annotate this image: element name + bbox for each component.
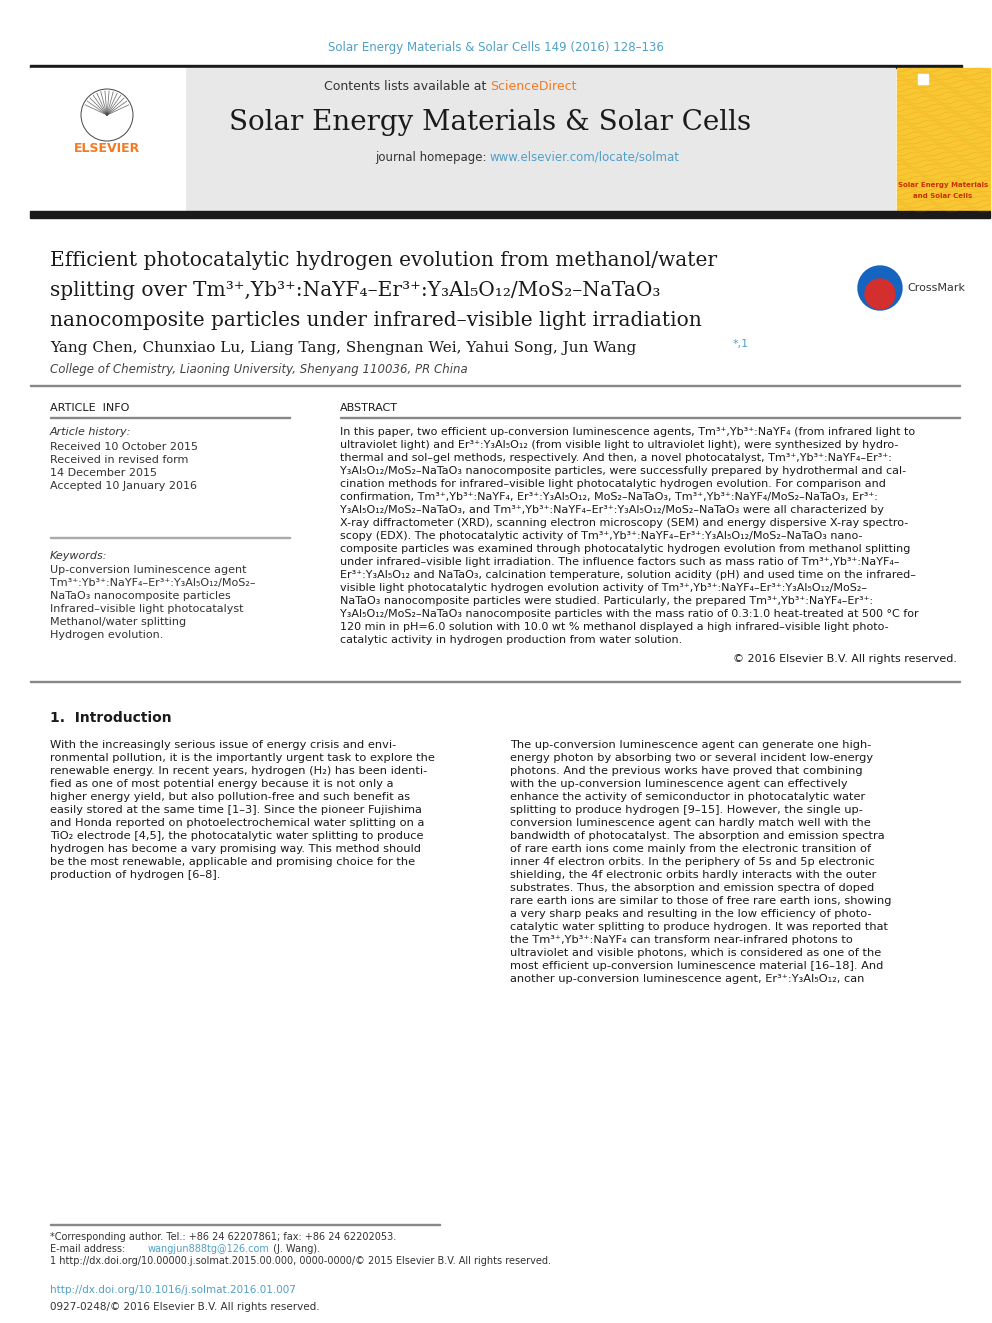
- Text: 14 December 2015: 14 December 2015: [50, 468, 157, 478]
- Text: with the up-conversion luminescence agent can effectively: with the up-conversion luminescence agen…: [510, 779, 847, 789]
- Text: another up-conversion luminescence agent, Er³⁺:Y₃Al₅O₁₂, can: another up-conversion luminescence agent…: [510, 974, 864, 984]
- Text: rare earth ions are similar to those of free rare earth ions, showing: rare earth ions are similar to those of …: [510, 896, 892, 906]
- Text: Yang Chen, Chunxiao Lu, Liang Tang, Shengnan Wei, Yahui Song, Jun Wang: Yang Chen, Chunxiao Lu, Liang Tang, Shen…: [50, 341, 641, 355]
- Text: (J. Wang).: (J. Wang).: [270, 1244, 320, 1254]
- Text: Received 10 October 2015: Received 10 October 2015: [50, 442, 198, 452]
- Text: Received in revised form: Received in revised form: [50, 455, 188, 464]
- Text: Tm³⁺:Yb³⁺:NaYF₄–Er³⁺:Y₃Al₅O₁₂/MoS₂–: Tm³⁺:Yb³⁺:NaYF₄–Er³⁺:Y₃Al₅O₁₂/MoS₂–: [50, 578, 256, 587]
- Text: ARTICLE  INFO: ARTICLE INFO: [50, 404, 129, 413]
- Text: renewable energy. In recent years, hydrogen (H₂) has been identi-: renewable energy. In recent years, hydro…: [50, 766, 428, 777]
- Text: The up-conversion luminescence agent can generate one high-: The up-conversion luminescence agent can…: [510, 740, 871, 750]
- Bar: [30, 210, 990, 218]
- Text: and Honda reported on photoelectrochemical water splitting on a: and Honda reported on photoelectrochemic…: [50, 818, 425, 828]
- Text: confirmation, Tm³⁺,Yb³⁺:NaYF₄, Er³⁺:Y₃Al₅O₁₂, MoS₂–NaTaO₃, Tm³⁺,Yb³⁺:NaYF₄/MoS₂–: confirmation, Tm³⁺,Yb³⁺:NaYF₄, Er³⁺:Y₃Al…: [340, 492, 878, 501]
- Text: Solar Energy Materials & Solar Cells 149 (2016) 128–136: Solar Energy Materials & Solar Cells 149…: [328, 41, 664, 54]
- Text: NaTaO₃ nanocomposite particles were studied. Particularly, the prepared Tm³⁺,Yb³: NaTaO₃ nanocomposite particles were stud…: [340, 595, 873, 606]
- Text: ScienceDirect: ScienceDirect: [490, 79, 576, 93]
- Text: inner 4f electron orbits. In the periphery of 5s and 5p electronic: inner 4f electron orbits. In the periphe…: [510, 857, 875, 867]
- Text: wangjun888tg@126.com: wangjun888tg@126.com: [148, 1244, 270, 1254]
- Text: Keywords:: Keywords:: [50, 550, 107, 561]
- Text: ABSTRACT: ABSTRACT: [340, 404, 398, 413]
- Text: 1 http://dx.doi.org/10.00000.j.solmat.2015.00.000, 0000-0000/© 2015 Elsevier B.V: 1 http://dx.doi.org/10.00000.j.solmat.20…: [50, 1256, 551, 1266]
- Text: Infrared–visible light photocatalyst: Infrared–visible light photocatalyst: [50, 605, 243, 614]
- Text: NaTaO₃ nanocomposite particles: NaTaO₃ nanocomposite particles: [50, 591, 231, 601]
- Bar: [30, 67, 185, 210]
- Text: hydrogen has become a vary promising way. This method should: hydrogen has become a vary promising way…: [50, 844, 421, 855]
- Text: ultraviolet light) and Er³⁺:Y₃Al₅O₁₂ (from visible light to ultraviolet light), : ultraviolet light) and Er³⁺:Y₃Al₅O₁₂ (fr…: [340, 441, 899, 450]
- Text: nanocomposite particles under infrared–visible light irradiation: nanocomposite particles under infrared–v…: [50, 311, 701, 329]
- Text: catalytic water splitting to produce hydrogen. It was reported that: catalytic water splitting to produce hyd…: [510, 922, 888, 931]
- Text: http://dx.doi.org/10.1016/j.solmat.2016.01.007: http://dx.doi.org/10.1016/j.solmat.2016.…: [50, 1285, 296, 1295]
- Text: College of Chemistry, Liaoning University, Shenyang 110036, PR China: College of Chemistry, Liaoning Universit…: [50, 364, 468, 377]
- Text: E-mail address:: E-mail address:: [50, 1244, 128, 1254]
- Text: With the increasingly serious issue of energy crisis and envi-: With the increasingly serious issue of e…: [50, 740, 396, 750]
- Text: Methanol/water splitting: Methanol/water splitting: [50, 617, 186, 627]
- Text: under infrared–visible light irradiation. The influence factors such as mass rat: under infrared–visible light irradiation…: [340, 557, 900, 568]
- Text: a very sharp peaks and resulting in the low efficiency of photo-: a very sharp peaks and resulting in the …: [510, 909, 872, 919]
- Text: ELSEVIER: ELSEVIER: [73, 142, 140, 155]
- Bar: [185, 67, 895, 210]
- Text: journal homepage:: journal homepage:: [375, 151, 490, 164]
- Text: ronmental pollution, it is the importantly urgent task to explore the: ronmental pollution, it is the important…: [50, 753, 434, 763]
- Text: visible light photocatalytic hydrogen evolution activity of Tm³⁺,Yb³⁺:NaYF₄–Er³⁺: visible light photocatalytic hydrogen ev…: [340, 583, 867, 593]
- Text: bandwidth of photocatalyst. The absorption and emission spectra: bandwidth of photocatalyst. The absorpti…: [510, 831, 885, 841]
- Text: most efficient up-conversion luminescence material [16–18]. And: most efficient up-conversion luminescenc…: [510, 960, 883, 971]
- Text: Er³⁺:Y₃Al₅O₁₂ and NaTaO₃, calcination temperature, solution acidity (pH) and use: Er³⁺:Y₃Al₅O₁₂ and NaTaO₃, calcination te…: [340, 570, 916, 579]
- Bar: [918, 74, 928, 83]
- Text: thermal and sol–gel methods, respectively. And then, a novel photocatalyst, Tm³⁺: thermal and sol–gel methods, respectivel…: [340, 452, 892, 463]
- Text: *,1: *,1: [733, 339, 749, 349]
- Bar: [30, 65, 962, 67]
- Text: Solar Energy Materials: Solar Energy Materials: [898, 183, 988, 188]
- Text: scopy (EDX). The photocatalytic activity of Tm³⁺,Yb³⁺:NaYF₄–Er³⁺:Y₃Al₅O₁₂/MoS₂–N: scopy (EDX). The photocatalytic activity…: [340, 531, 862, 541]
- Text: © 2016 Elsevier B.V. All rights reserved.: © 2016 Elsevier B.V. All rights reserved…: [733, 654, 957, 664]
- Text: cination methods for infrared–visible light photocatalytic hydrogen evolution. F: cination methods for infrared–visible li…: [340, 479, 886, 490]
- Text: Hydrogen evolution.: Hydrogen evolution.: [50, 630, 164, 640]
- Text: X-ray diffractometer (XRD), scanning electron microscopy (SEM) and energy disper: X-ray diffractometer (XRD), scanning ele…: [340, 519, 909, 528]
- Text: Y₃Al₅O₁₂/MoS₂–NaTaO₃ nanocomposite particles with the mass ratio of 0.3:1.0 heat: Y₃Al₅O₁₂/MoS₂–NaTaO₃ nanocomposite parti…: [340, 609, 919, 619]
- Text: easily stored at the same time [1–3]. Since the pioneer Fujishima: easily stored at the same time [1–3]. Si…: [50, 804, 422, 815]
- Text: production of hydrogen [6–8].: production of hydrogen [6–8].: [50, 871, 220, 880]
- Text: the Tm³⁺,Yb³⁺:NaYF₄ can transform near-infrared photons to: the Tm³⁺,Yb³⁺:NaYF₄ can transform near-i…: [510, 935, 853, 945]
- Text: *Corresponding author. Tel.: +86 24 62207861; fax: +86 24 62202053.: *Corresponding author. Tel.: +86 24 6220…: [50, 1232, 396, 1242]
- Text: TiO₂ electrode [4,5], the photocatalytic water splitting to produce: TiO₂ electrode [4,5], the photocatalytic…: [50, 831, 424, 841]
- Text: enhance the activity of semiconductor in photocatalytic water: enhance the activity of semiconductor in…: [510, 792, 865, 802]
- Text: Article history:: Article history:: [50, 427, 131, 437]
- Text: www.elsevier.com/locate/solmat: www.elsevier.com/locate/solmat: [490, 151, 680, 164]
- Text: substrates. Thus, the absorption and emission spectra of doped: substrates. Thus, the absorption and emi…: [510, 882, 874, 893]
- Text: 1.  Introduction: 1. Introduction: [50, 710, 172, 725]
- Text: Contents lists available at: Contents lists available at: [323, 79, 490, 93]
- Text: 0927-0248/© 2016 Elsevier B.V. All rights reserved.: 0927-0248/© 2016 Elsevier B.V. All right…: [50, 1302, 319, 1312]
- Text: In this paper, two efficient up-conversion luminescence agents, Tm³⁺,Yb³⁺:NaYF₄ : In this paper, two efficient up-conversi…: [340, 427, 916, 437]
- Text: Up-conversion luminescence agent: Up-conversion luminescence agent: [50, 565, 246, 576]
- Text: higher energy yield, but also pollution-free and such benefit as: higher energy yield, but also pollution-…: [50, 792, 410, 802]
- Text: splitting over Tm³⁺,Yb³⁺:NaYF₄–Er³⁺:Y₃Al₅O₁₂/MoS₂–NaTaO₃: splitting over Tm³⁺,Yb³⁺:NaYF₄–Er³⁺:Y₃Al…: [50, 280, 661, 299]
- Text: and Solar Cells: and Solar Cells: [914, 193, 972, 198]
- Text: Y₃Al₅O₁₂/MoS₂–NaTaO₃ nanocomposite particles, were successfully prepared by hydr: Y₃Al₅O₁₂/MoS₂–NaTaO₃ nanocomposite parti…: [340, 466, 906, 476]
- Text: of rare earth ions come mainly from the electronic transition of: of rare earth ions come mainly from the …: [510, 844, 871, 855]
- Text: be the most renewable, applicable and promising choice for the: be the most renewable, applicable and pr…: [50, 857, 415, 867]
- Text: shielding, the 4f electronic orbits hardly interacts with the outer: shielding, the 4f electronic orbits hard…: [510, 871, 876, 880]
- Text: conversion luminescence agent can hardly match well with the: conversion luminescence agent can hardly…: [510, 818, 871, 828]
- Text: splitting to produce hydrogen [9–15]. However, the single up-: splitting to produce hydrogen [9–15]. Ho…: [510, 804, 863, 815]
- Text: 120 min in pH=6.0 solution with 10.0 wt % methanol displayed a high infrared–vis: 120 min in pH=6.0 solution with 10.0 wt …: [340, 622, 889, 632]
- Text: CrossMark: CrossMark: [907, 283, 965, 292]
- Text: Solar Energy Materials & Solar Cells: Solar Energy Materials & Solar Cells: [229, 110, 751, 136]
- Text: energy photon by absorbing two or several incident low-energy: energy photon by absorbing two or severa…: [510, 753, 873, 763]
- Circle shape: [858, 266, 902, 310]
- Text: Y₃Al₅O₁₂/MoS₂–NaTaO₃, and Tm³⁺,Yb³⁺:NaYF₄–Er³⁺:Y₃Al₅O₁₂/MoS₂–NaTaO₃ were all cha: Y₃Al₅O₁₂/MoS₂–NaTaO₃, and Tm³⁺,Yb³⁺:NaYF…: [340, 505, 884, 515]
- Text: catalytic activity in hydrogen production from water solution.: catalytic activity in hydrogen productio…: [340, 635, 682, 646]
- Text: Efficient photocatalytic hydrogen evolution from methanol/water: Efficient photocatalytic hydrogen evolut…: [50, 250, 717, 270]
- Text: composite particles was examined through photocatalytic hydrogen evolution from : composite particles was examined through…: [340, 544, 911, 554]
- Text: fied as one of most potential energy because it is not only a: fied as one of most potential energy bec…: [50, 779, 394, 789]
- Circle shape: [865, 279, 895, 310]
- Text: Accepted 10 January 2016: Accepted 10 January 2016: [50, 482, 197, 491]
- Text: ultraviolet and visible photons, which is considered as one of the: ultraviolet and visible photons, which i…: [510, 949, 881, 958]
- Text: photons. And the previous works have proved that combining: photons. And the previous works have pro…: [510, 766, 863, 777]
- Bar: [897, 67, 990, 210]
